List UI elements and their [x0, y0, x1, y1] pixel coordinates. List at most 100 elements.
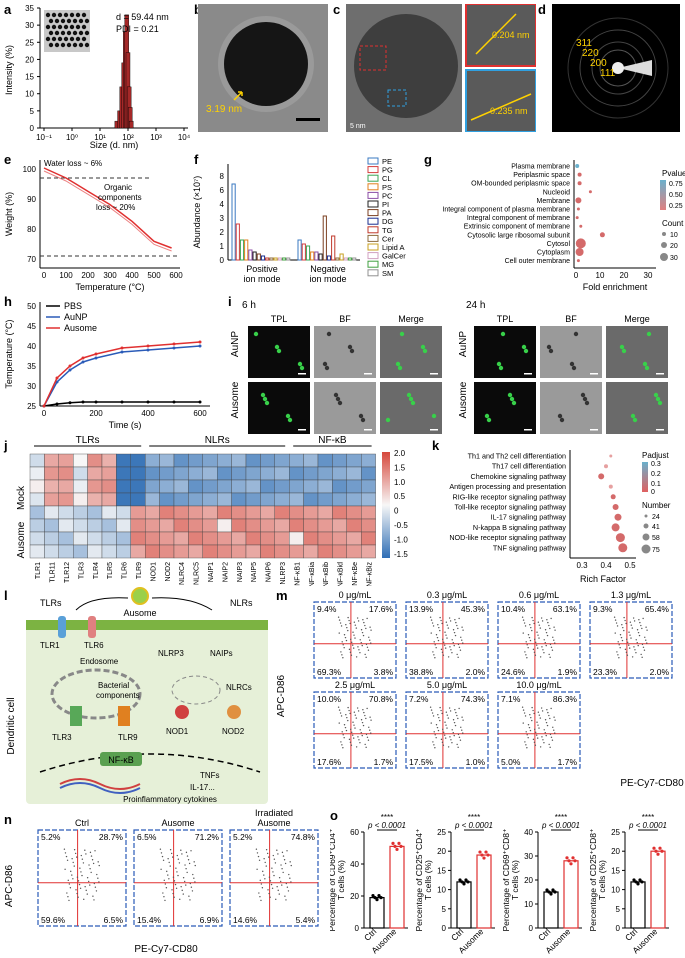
j-heatmap-cell	[289, 492, 304, 507]
nanoparticle-dot	[81, 24, 87, 30]
panel-letter-o: o	[330, 808, 338, 823]
j-heatmap-cell	[303, 466, 319, 481]
h-point	[172, 346, 176, 350]
flow-event	[447, 627, 450, 629]
flow-event	[461, 626, 463, 628]
g-dot	[588, 190, 592, 194]
flow-event	[338, 709, 341, 711]
flow-event	[528, 636, 531, 639]
l-bacterial-2: components	[96, 691, 140, 700]
flow-event	[552, 636, 554, 638]
j-heatmap-cell	[361, 466, 376, 481]
j-heatmap-cell	[303, 479, 319, 494]
flow-event	[545, 644, 547, 647]
o-point-ausome	[391, 841, 395, 845]
l-cytokines: Proinflammatory cytokines	[123, 795, 217, 804]
flow-event	[189, 882, 192, 885]
j-heatmap-cell	[317, 466, 333, 481]
h-point	[120, 346, 124, 350]
flow-event	[617, 641, 619, 643]
flow-event	[638, 634, 641, 637]
j-col-label: NF-κBiz	[366, 562, 373, 586]
flow-event	[84, 849, 86, 851]
flow-event	[545, 734, 547, 737]
flow-event	[544, 719, 547, 721]
f-group-pos-1: Positive	[246, 264, 278, 274]
flow-event	[98, 864, 100, 867]
flow-event	[368, 726, 370, 728]
flow-event	[91, 859, 94, 861]
f-legend-swatch	[367, 243, 379, 251]
flow-event	[182, 877, 185, 879]
flow-event	[73, 849, 76, 851]
j-col-label: NF-κB1	[294, 562, 301, 586]
h-ytick-label: 35	[27, 362, 36, 371]
j-heatmap-cell	[116, 544, 132, 559]
flow-event	[284, 895, 286, 897]
flow-event	[447, 746, 450, 748]
nanoparticle-dot	[63, 24, 69, 30]
j-heatmap-cell	[231, 453, 247, 468]
j-heatmap-cell	[44, 531, 60, 546]
j-heatmap-cell	[346, 492, 362, 507]
i-micrograph	[314, 326, 376, 378]
o-ytick-label: 5	[442, 905, 447, 914]
i-cell	[406, 392, 412, 398]
flow-event	[346, 626, 348, 629]
flow-event	[159, 848, 162, 850]
flow-event	[281, 851, 284, 854]
flow-event	[366, 617, 368, 620]
flow-event	[365, 656, 367, 659]
flow-event	[636, 641, 638, 644]
flow-event	[172, 856, 174, 858]
flow-event	[445, 634, 447, 636]
flow-lr: 6.5%	[104, 915, 124, 925]
h-ytick-label: 50	[27, 302, 36, 311]
flow-event	[183, 880, 186, 883]
h-point	[198, 344, 202, 348]
e-ylabel: Weight (%)	[4, 192, 14, 236]
flow-ur: 74.8%	[291, 832, 316, 842]
j-heatmap-cell	[332, 466, 347, 481]
j-heatmap-cell	[317, 492, 333, 507]
panel-letter-b: b	[194, 2, 202, 17]
j-col-label: NF-κBe	[352, 562, 359, 586]
flow-event	[367, 649, 370, 651]
flow-event	[444, 721, 446, 723]
j-heatmap-cell	[44, 453, 60, 468]
nanoparticle-dot	[75, 24, 81, 30]
o-point-ausome	[658, 846, 662, 850]
flow-event	[526, 644, 528, 646]
j-heatmap-cell	[116, 531, 132, 546]
j-heatmap-cell	[87, 518, 103, 533]
i-cell	[349, 348, 355, 354]
flow-event	[354, 714, 357, 716]
flow-event	[194, 881, 196, 883]
j-heatmap-cell	[289, 531, 304, 546]
flow-event	[169, 865, 171, 867]
j-heatmap-cell	[130, 479, 146, 494]
i-micrograph	[314, 382, 376, 434]
flow-event	[435, 647, 437, 649]
o-point-ctrl	[371, 894, 375, 898]
j-heatmap-cell	[332, 531, 347, 546]
j-heatmap-cell	[101, 479, 117, 494]
e-note-organic-2: components	[98, 193, 142, 202]
flow-event	[176, 871, 178, 873]
j-col-label: TLR4	[93, 562, 100, 579]
h-point	[42, 404, 46, 408]
flow-event	[66, 892, 68, 894]
i-cell	[584, 400, 590, 406]
panel-letter-m: m	[276, 588, 288, 603]
flow-event	[439, 629, 441, 632]
a-ytick-label: 10	[25, 90, 34, 99]
i-time-6h: 6 h	[242, 300, 256, 311]
flow-ll: 38.8%	[409, 667, 434, 677]
flow-event	[278, 877, 281, 879]
flow-event	[187, 859, 190, 861]
flow-plot: 1.3 μg/mL 9.3% 65.4% 23.3% 2.0%	[589, 590, 673, 679]
flow-plot-frame	[405, 691, 489, 769]
j-heatmap-cell	[101, 531, 117, 546]
flow-event	[257, 855, 260, 858]
j-heatmap-cell	[72, 453, 88, 468]
